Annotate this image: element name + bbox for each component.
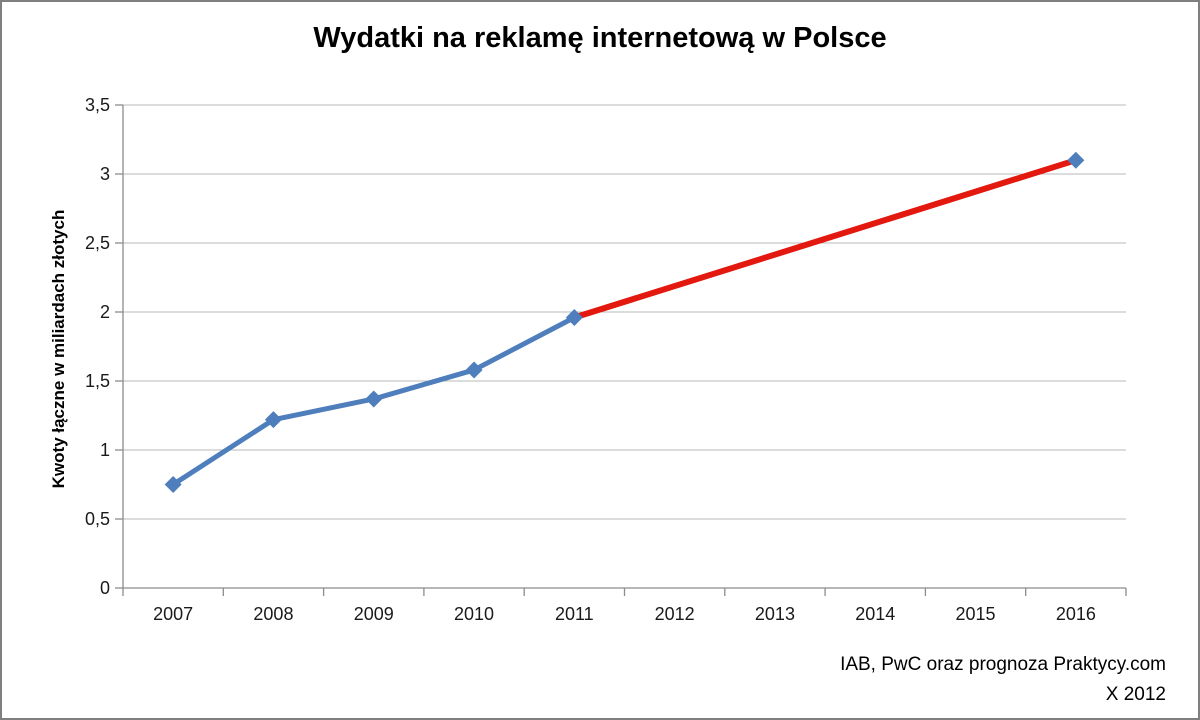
- y-tick-label: 1: [99, 440, 110, 460]
- x-tick-label: 2010: [454, 604, 495, 624]
- x-tick-label: 2011: [554, 604, 594, 624]
- source-line-2: X 2012: [1105, 684, 1166, 705]
- data-point-marker: [264, 411, 282, 429]
- x-tick-label: 2015: [955, 604, 996, 624]
- x-tick-label: 2014: [855, 604, 896, 624]
- y-tick-label: 1,5: [84, 371, 110, 391]
- x-tick-label: 2016: [1055, 604, 1096, 624]
- data-point-marker: [365, 390, 383, 408]
- y-tick-label: 0: [99, 578, 110, 598]
- series-line-prognoza-2011-2016: [571, 157, 1079, 321]
- data-point-marker: [565, 309, 583, 327]
- y-tick-label: 0,5: [84, 509, 110, 529]
- data-point-marker: [465, 361, 483, 379]
- y-tick-label: 3,5: [84, 95, 110, 115]
- x-tick-label: 2007: [153, 604, 194, 624]
- source-line-1: IAB, PwC oraz prognoza Praktycy.com: [840, 654, 1166, 675]
- data-point-marker: [164, 476, 182, 493]
- chart-title: Wydatki na reklamę internetową w Polsce: [313, 22, 887, 54]
- y-tick-label: 2,5: [84, 233, 110, 253]
- x-tick-label: 2013: [754, 604, 795, 624]
- x-tick-label: 2008: [253, 604, 294, 624]
- y-tick-label: 3: [99, 164, 110, 184]
- data-point-marker: [1067, 151, 1085, 169]
- x-tick-label: 2009: [353, 604, 394, 624]
- y-tick-label: 2: [99, 302, 110, 322]
- x-tick-label: 2012: [654, 604, 695, 624]
- source-caption: IAB, PwC oraz prognoza Praktycy.com X 20…: [840, 650, 1166, 710]
